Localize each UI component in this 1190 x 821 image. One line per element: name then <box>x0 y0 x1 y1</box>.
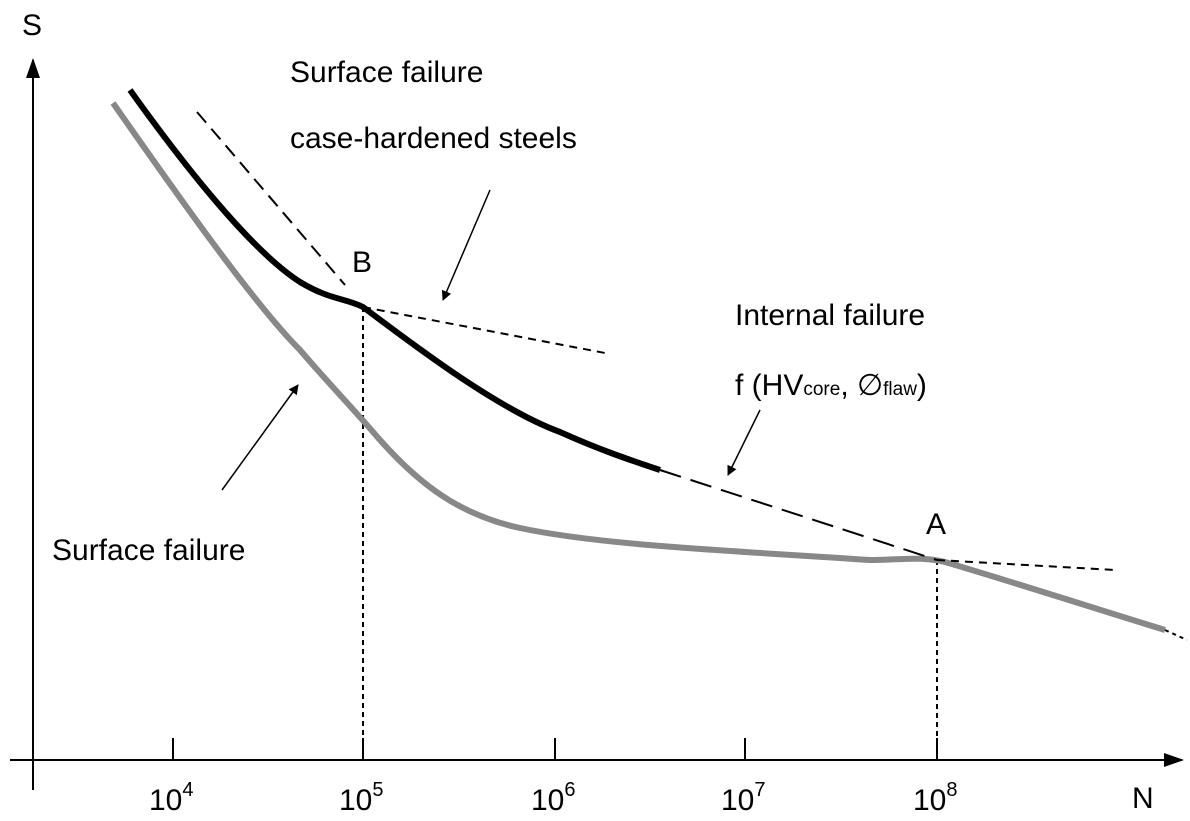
tick-base: 10 <box>721 784 754 816</box>
tick-exp: 8 <box>946 779 957 801</box>
x-label: N <box>1132 782 1154 815</box>
x-tick-label: 105 <box>339 779 384 816</box>
dashed-line <box>936 559 1116 571</box>
tick-base: 10 <box>339 784 372 816</box>
tick-exp: 4 <box>182 779 193 801</box>
tick-exp: 5 <box>372 779 383 801</box>
x-tick-labels: 104 105 106 107 108 <box>149 779 958 817</box>
formula-sub: core <box>803 379 840 400</box>
tick-exp: 6 <box>564 779 575 801</box>
surface-curve <box>110 101 1166 633</box>
formula-sub: flaw <box>883 379 917 400</box>
tick-exp: 7 <box>754 779 765 801</box>
x-tick-label: 106 <box>531 779 576 816</box>
arrow <box>727 409 761 476</box>
y-label: S <box>22 9 42 42</box>
annotation: f (HVcore, ∅flaw) <box>735 369 927 402</box>
arrow <box>221 384 299 491</box>
tick-base: 10 <box>913 784 946 816</box>
tick-base: 10 <box>531 784 564 816</box>
annotation: Internal failure <box>735 299 925 332</box>
extension <box>1164 629 1188 641</box>
point-label: A <box>926 508 946 541</box>
tick-base: 10 <box>149 784 182 816</box>
annotation: Surface failure <box>290 56 483 89</box>
annotation: case-hardened steels <box>290 122 577 155</box>
formula: f (HV <box>735 369 803 402</box>
annotation: Surface failure <box>52 534 245 567</box>
point-label: B <box>352 246 372 279</box>
dashed-line <box>196 111 346 286</box>
x-tick-label: 107 <box>721 779 766 816</box>
dashed-line <box>362 306 606 354</box>
x-tick-label: 108 <box>913 779 958 816</box>
x-tick-label: 104 <box>149 779 194 816</box>
dashed-line <box>659 469 938 561</box>
x-ticks <box>172 738 938 760</box>
formula: ) <box>917 369 927 402</box>
arrow <box>441 189 491 301</box>
formula: , ∅ <box>840 369 883 402</box>
